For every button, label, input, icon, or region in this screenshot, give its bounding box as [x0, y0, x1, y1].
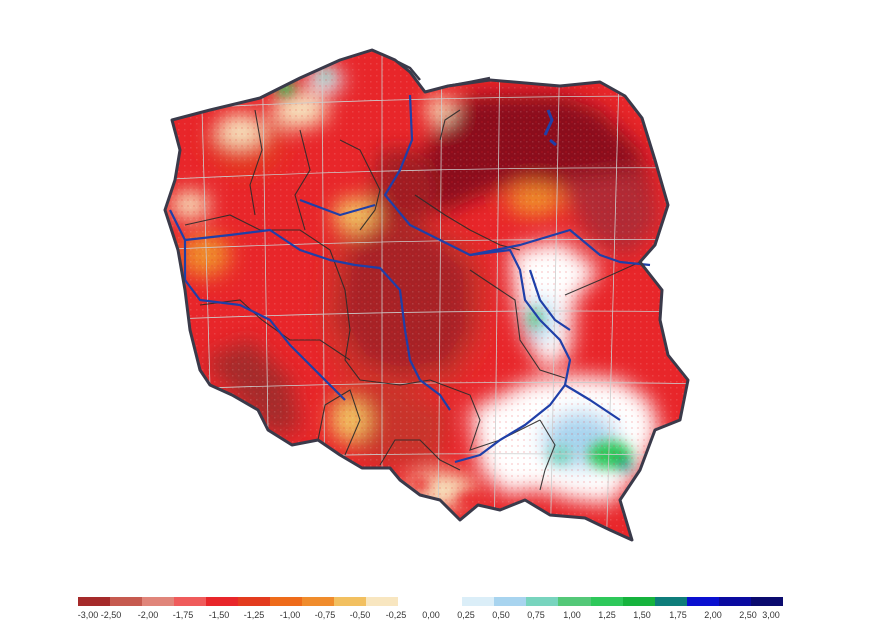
region-line-3 [249, 109, 263, 216]
legend-swatch [206, 597, 239, 606]
region-line-10 [317, 389, 361, 456]
legend-tick-label: -1,75 [172, 610, 194, 620]
legend-tick-label: -2,00 [137, 610, 159, 620]
river-vistula [383, 94, 572, 464]
legend-swatch [174, 597, 207, 606]
legend-tick-label: -0,50 [349, 610, 371, 620]
legend-swatch [366, 597, 399, 606]
region-line-6 [199, 299, 351, 361]
region-line-13 [564, 261, 641, 296]
legend-tick-label: 1,75 [669, 610, 687, 620]
river-pilica [419, 379, 451, 411]
legend-swatch [622, 597, 655, 606]
legend-swatch [590, 597, 623, 606]
river-san [564, 384, 621, 421]
river-bug [469, 228, 651, 267]
lake-mazury-1 [543, 109, 554, 136]
legend-swatch [334, 597, 367, 606]
legend-tick-label: -1,25 [243, 610, 265, 620]
vistula-spit [447, 76, 491, 88]
region-line-4 [339, 139, 381, 231]
legend-swatch [110, 597, 143, 606]
legend-tick-label: 0,00 [422, 610, 440, 620]
legend-tick-label: -2,50 [100, 610, 122, 620]
legend-swatch [750, 597, 783, 606]
legend-swatch [238, 597, 271, 606]
region-line-8 [469, 269, 566, 379]
hel-peninsula [397, 60, 421, 81]
legend-tick-label: 2,50 [739, 610, 757, 620]
region-line-11 [379, 439, 461, 471]
legend-swatch [398, 597, 431, 606]
legend-tick-label: 0,25 [457, 610, 475, 620]
region-line-12 [539, 419, 556, 491]
region-line-1 [184, 214, 346, 291]
map-svg [163, 48, 690, 542]
legend-swatch [142, 597, 175, 606]
legend-tick-label: 0,50 [492, 610, 510, 620]
meridian-line [437, 50, 443, 540]
region-line-7 [344, 289, 431, 386]
legend-color-bar [78, 597, 783, 606]
legend-swatch [462, 597, 495, 606]
rivers [169, 94, 651, 464]
legend-swatch [494, 597, 527, 606]
region-line-14 [439, 109, 461, 141]
legend-swatch [302, 597, 335, 606]
legend-swatch [718, 597, 751, 606]
legend-tick-label: 3,00 [762, 610, 780, 620]
legend-swatch [686, 597, 719, 606]
river-warta [184, 228, 421, 381]
lake-mazury-2 [549, 138, 557, 147]
legend-tick-label: -0,25 [385, 610, 407, 620]
legend-swatch [430, 597, 463, 606]
river-notec [299, 198, 376, 217]
legend-tick-label: 1,00 [563, 610, 581, 620]
legend-tick-label: -1,50 [208, 610, 230, 620]
legend-tick-label: -3,00 [77, 610, 99, 620]
meridian-line [605, 50, 621, 540]
legend-tick-label: 0,75 [527, 610, 545, 620]
legend-tick-label: -0,75 [314, 610, 336, 620]
legend-swatch [558, 597, 591, 606]
river-oder [169, 209, 346, 401]
parallel-line [165, 310, 688, 321]
raster-speckle [165, 50, 688, 540]
legend-swatch [654, 597, 687, 606]
legend-swatch [270, 597, 303, 606]
legend-tick-label: 1,25 [598, 610, 616, 620]
legend-swatch [78, 597, 111, 606]
legend-tick-label: 2,00 [704, 610, 722, 620]
parallel-line [165, 167, 688, 181]
legend-tick-label: -1,00 [279, 610, 301, 620]
parallel-line [165, 239, 688, 251]
meridian-line [493, 50, 501, 540]
legend-tick-label: 1,50 [633, 610, 651, 620]
parallel-line [165, 382, 688, 391]
drought-raster [165, 50, 688, 540]
region-line-2 [294, 129, 311, 231]
meridian-line [549, 50, 561, 540]
legend-swatch [526, 597, 559, 606]
drought-index-map [163, 48, 690, 542]
legend: -3,00 -2,50 -2,00 -1,75 -1,50 -1,25 -1,00 -0,75… [78, 597, 783, 627]
river-narew [528, 269, 571, 331]
